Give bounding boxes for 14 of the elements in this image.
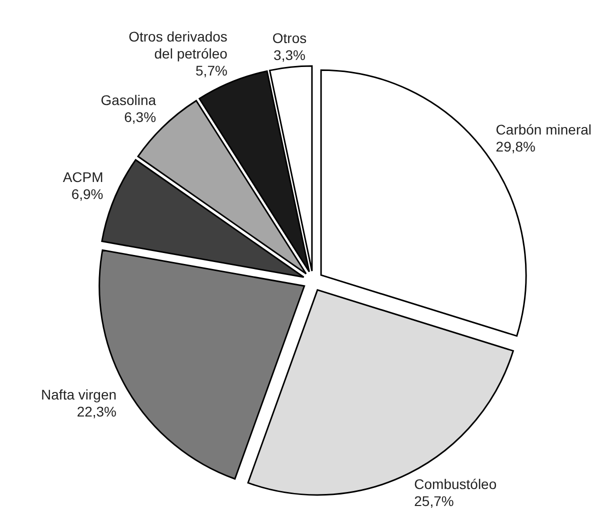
slice-label: Gasolina (100, 92, 156, 108)
slice-label: ACPM (62, 169, 104, 186)
slice-label: Otros (272, 30, 307, 46)
slice-label: Nafta virgen (41, 386, 117, 403)
data-label: 6,3% (124, 108, 156, 125)
data-label: 3,3% (274, 47, 306, 64)
data-label: 5,7% (196, 62, 228, 79)
data-label: 22,3% (76, 404, 117, 420)
slice-label: Carbón mineral (496, 121, 592, 138)
slice-label: Otros derivados del petróleo (128, 28, 228, 62)
data-label: 6,9% (71, 186, 104, 202)
data-label: 25,7% (414, 493, 454, 510)
slice-label: Combustóleo (414, 476, 497, 492)
data-label: 29,8% (496, 138, 536, 154)
